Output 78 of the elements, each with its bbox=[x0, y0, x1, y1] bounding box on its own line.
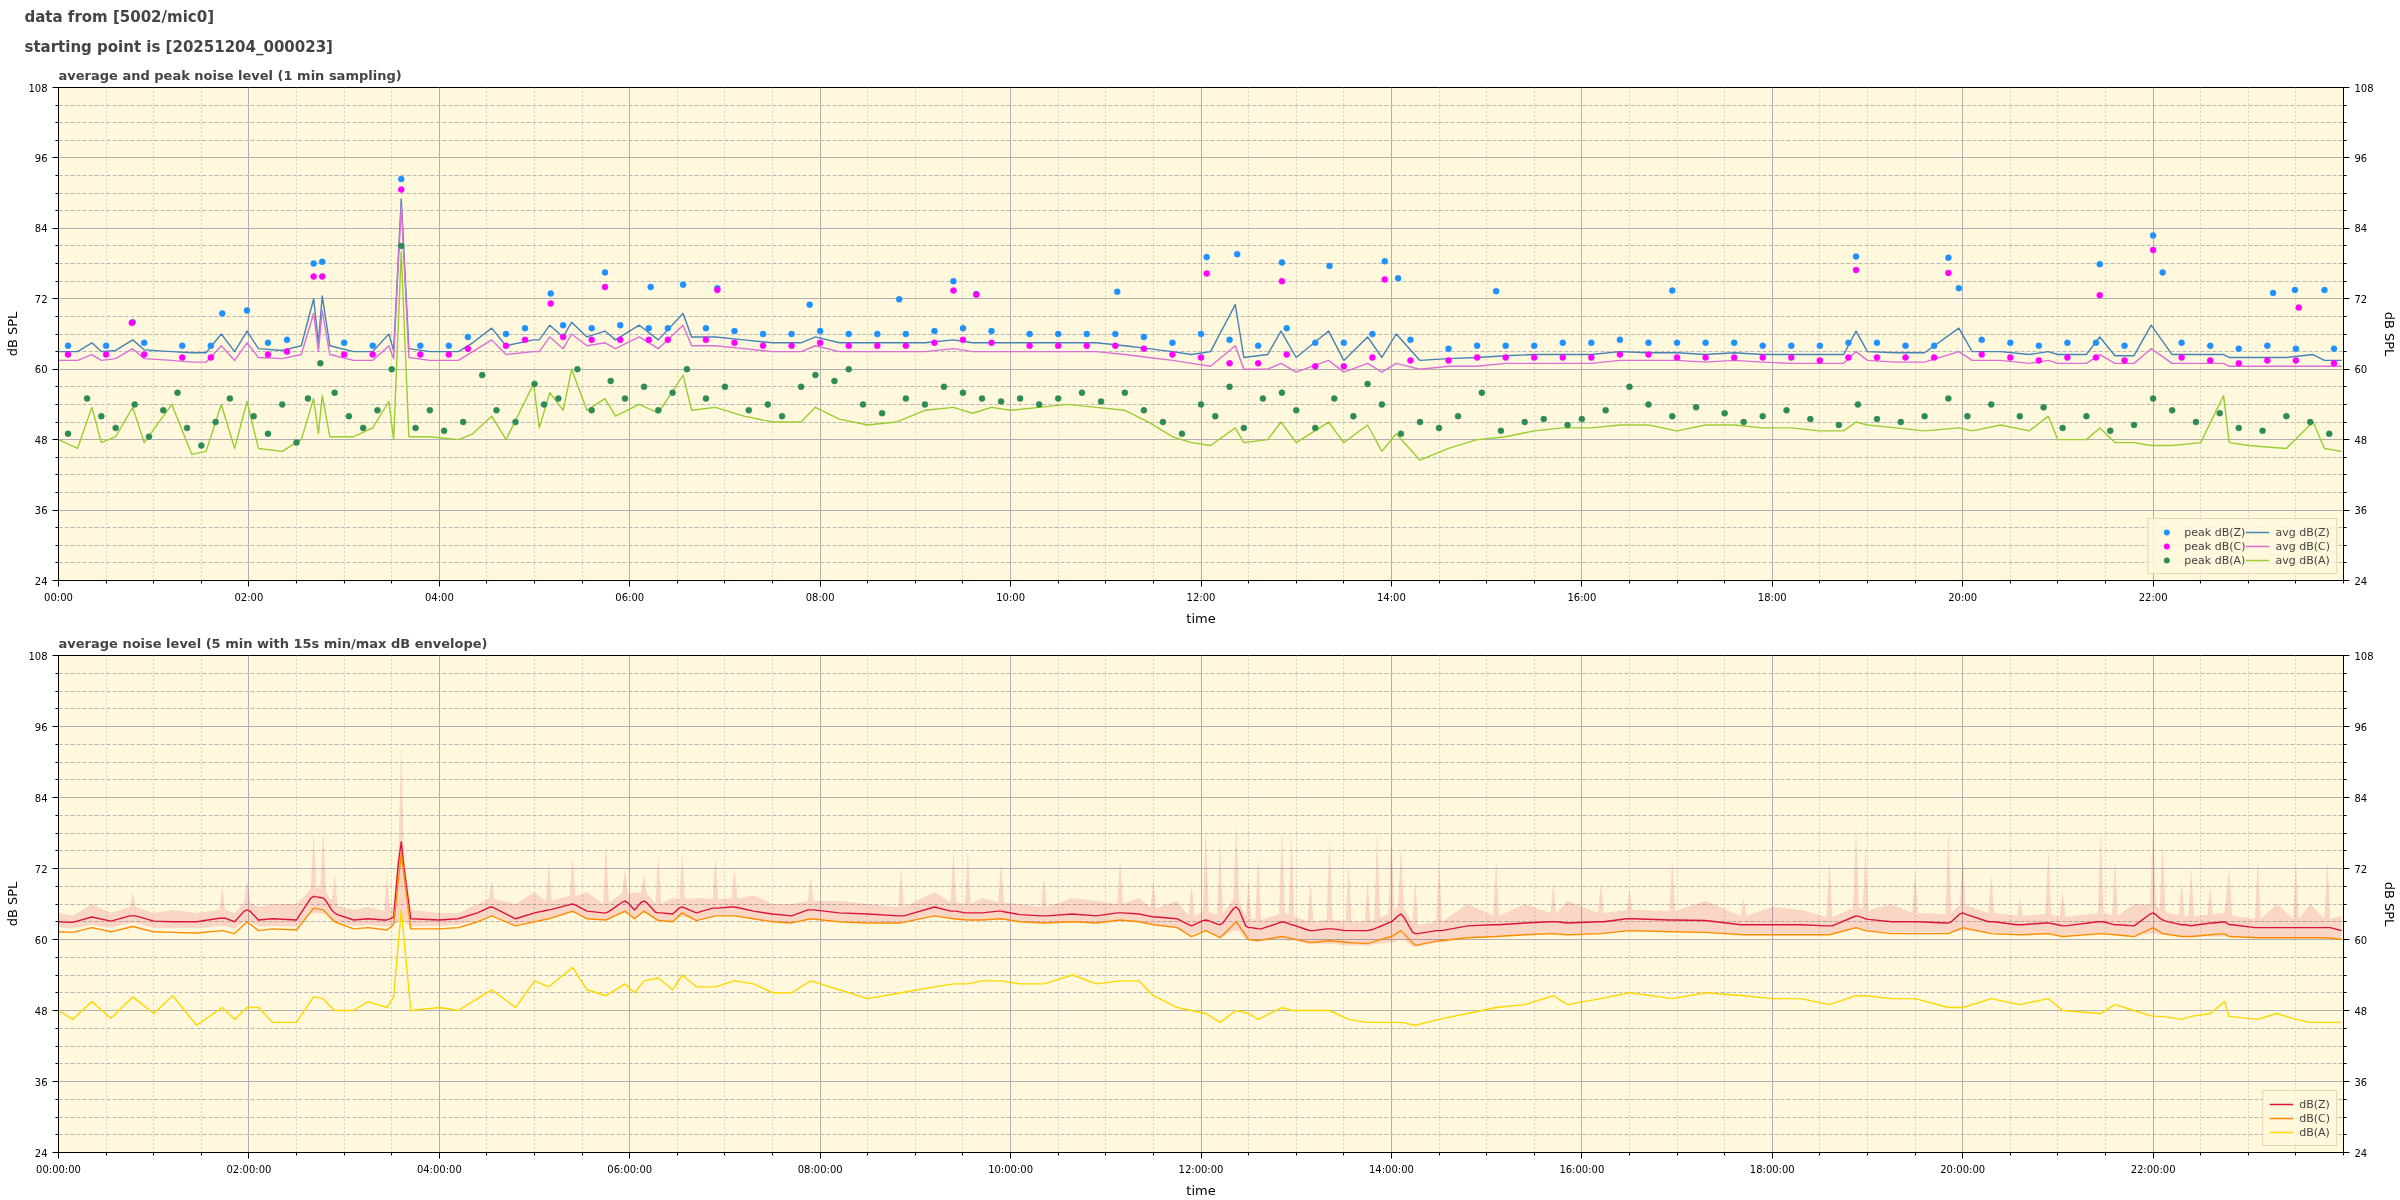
x-tick-label: 20:00:00 bbox=[1940, 1163, 1986, 1175]
y-tick-label: 84 bbox=[34, 792, 48, 804]
legend-label: peak dB(C) bbox=[2184, 539, 2246, 553]
y2-tick-label: 24 bbox=[2354, 575, 2368, 587]
y2-tick-label: 60 bbox=[2354, 364, 2368, 376]
y-tick-label: 84 bbox=[34, 223, 48, 235]
y-tick-label: 96 bbox=[34, 152, 48, 164]
legend-label: dB(A) bbox=[2299, 1125, 2330, 1139]
y-tick-label: 72 bbox=[34, 863, 48, 875]
legend-label: avg dB(C) bbox=[2275, 539, 2330, 553]
y2-axis-title: dB SPL bbox=[2381, 311, 2397, 358]
line-series bbox=[58, 853, 2343, 947]
x-tick-label: 06:00 bbox=[615, 591, 645, 603]
legend-label: dB(C) bbox=[2299, 1111, 2330, 1125]
y2-tick-label: 84 bbox=[2354, 792, 2368, 804]
x-tick-label: 22:00 bbox=[2138, 591, 2168, 603]
x-tick-label: 14:00 bbox=[1377, 591, 1406, 603]
x-tick-label: 10:00 bbox=[996, 591, 1025, 603]
y-tick-label: 24 bbox=[34, 1147, 48, 1159]
x-tick-label: 04:00 bbox=[424, 591, 454, 603]
y-tick-label: 36 bbox=[34, 1076, 48, 1088]
y2-axis-title: dB SPL bbox=[2381, 881, 2397, 928]
y-tick-label: 108 bbox=[28, 82, 48, 94]
x-tick-label: 22:00:00 bbox=[2130, 1163, 2176, 1175]
x-tick-label: 16:00:00 bbox=[1559, 1163, 1605, 1175]
y2-tick-label: 108 bbox=[2354, 650, 2374, 662]
x-tick-label: 18:00:00 bbox=[1749, 1163, 1795, 1175]
x-tick-label: 06:00:00 bbox=[607, 1163, 653, 1175]
y2-tick-label: 36 bbox=[2354, 1076, 2368, 1088]
x-tick-label: 10:00:00 bbox=[988, 1163, 1034, 1175]
chart-title: average and peak noise level (1 min sampling) bbox=[58, 67, 402, 83]
y2-tick-label: 108 bbox=[2354, 82, 2374, 94]
x-tick-label: 16:00 bbox=[1567, 591, 1597, 603]
y-tick-label: 96 bbox=[34, 721, 48, 733]
x-tick-label: 12:00:00 bbox=[1178, 1163, 1224, 1175]
x-tick-label: 02:00 bbox=[234, 591, 264, 603]
y-tick-label: 108 bbox=[28, 650, 48, 662]
legend-label: avg dB(A) bbox=[2275, 553, 2330, 567]
x-axis-title: time bbox=[1186, 610, 1216, 626]
x-tick-label: 04:00:00 bbox=[416, 1163, 462, 1175]
legend-label: peak dB(Z) bbox=[2184, 525, 2246, 539]
x-tick-label: 18:00 bbox=[1757, 591, 1787, 603]
y-tick-label: 48 bbox=[34, 434, 48, 446]
y2-tick-label: 96 bbox=[2354, 721, 2368, 733]
y-tick-label: 24 bbox=[34, 575, 48, 587]
x-tick-label: 14:00:00 bbox=[1368, 1163, 1414, 1175]
chart-title: average noise level (5 min with 15s min/max dB envelope) bbox=[58, 635, 488, 651]
line-series bbox=[58, 841, 2343, 935]
y2-tick-label: 84 bbox=[2354, 223, 2368, 235]
x-tick-label: 20:00 bbox=[1948, 591, 1978, 603]
legend-label: peak dB(A) bbox=[2184, 553, 2246, 567]
y-axis-title: dB SPL bbox=[5, 880, 21, 927]
y2-tick-label: 24 bbox=[2354, 1147, 2368, 1159]
y2-tick-label: 36 bbox=[2354, 505, 2368, 517]
x-tick-label: 08:00:00 bbox=[797, 1163, 843, 1175]
y-tick-label: 60 bbox=[34, 364, 48, 376]
legend-label: avg dB(Z) bbox=[2275, 525, 2330, 539]
y-tick-label: 48 bbox=[34, 1005, 48, 1017]
y2-tick-label: 72 bbox=[2354, 293, 2368, 305]
y2-tick-label: 60 bbox=[2354, 934, 2368, 946]
y-tick-label: 60 bbox=[34, 934, 48, 946]
y2-tick-label: 48 bbox=[2354, 1005, 2368, 1017]
text: data from [5002/mic0] bbox=[24, 7, 214, 26]
x-tick-label: 12:00 bbox=[1186, 591, 1216, 603]
text: starting point is [20251204_000023] bbox=[24, 37, 333, 56]
x-tick-label: 00:00 bbox=[44, 591, 73, 603]
y2-tick-label: 48 bbox=[2354, 434, 2368, 446]
y-axis-title: dB SPL bbox=[5, 310, 21, 357]
x-tick-label: 02:00:00 bbox=[226, 1163, 272, 1175]
x-axis-title: time bbox=[1186, 1182, 1216, 1198]
y2-tick-label: 96 bbox=[2354, 152, 2368, 164]
y-tick-label: 36 bbox=[34, 505, 48, 517]
legend-label: dB(Z) bbox=[2299, 1097, 2330, 1111]
y2-tick-label: 72 bbox=[2354, 863, 2368, 875]
x-tick-label: 08:00 bbox=[805, 591, 835, 603]
line-series bbox=[58, 909, 2343, 1026]
y-tick-label: 72 bbox=[34, 293, 48, 305]
x-tick-label: 00:00:00 bbox=[36, 1163, 81, 1175]
